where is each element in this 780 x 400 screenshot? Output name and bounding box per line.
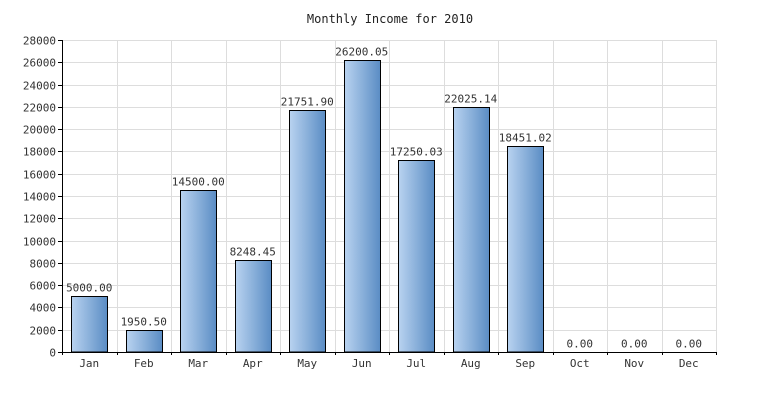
data-label: 0.00 — [567, 338, 594, 351]
data-label: 14500.00 — [172, 176, 225, 189]
x-tick-label: Jun — [352, 357, 372, 370]
bar-aug — [453, 107, 490, 353]
data-label: 21751.90 — [281, 96, 334, 109]
y-tick-label: 10000 — [23, 236, 56, 249]
y-tick-label: 4000 — [30, 302, 57, 315]
chart-title: Monthly Income for 2010 — [306, 12, 474, 26]
y-tick-label: 0 — [49, 347, 56, 360]
x-tick-label: Nov — [624, 357, 644, 370]
data-label: 22025.14 — [444, 93, 497, 106]
y-tick-label: 24000 — [23, 80, 56, 93]
x-tick-label: Sep — [515, 357, 535, 370]
y-tick-label: 12000 — [23, 213, 56, 226]
x-tick-label: Jan — [79, 357, 99, 370]
y-tick-label: 26000 — [23, 57, 56, 70]
y-tick-label: 8000 — [30, 258, 57, 271]
grid — [62, 40, 717, 352]
bar-jan — [71, 296, 108, 353]
bar-jun — [344, 60, 381, 353]
y-tick-label: 22000 — [23, 102, 56, 115]
bar-jul — [398, 160, 435, 353]
y-tick-label: 6000 — [30, 280, 57, 293]
x-tick-label: Dec — [679, 357, 699, 370]
data-label: 0.00 — [676, 338, 703, 351]
data-label: 1950.50 — [121, 316, 167, 329]
bar-apr — [235, 260, 272, 353]
labels: 0 2000 4000 6000 8000 10000 12000 14000 16000 180… — [23, 35, 702, 371]
bar-mar — [180, 190, 217, 353]
bar-sep — [507, 146, 544, 353]
y-tick-label: 20000 — [23, 124, 56, 137]
x-tick-label: Mar — [188, 357, 208, 370]
x-tick-label: Oct — [570, 357, 590, 370]
data-label: 17250.03 — [390, 146, 443, 159]
data-label: 26200.05 — [335, 46, 388, 59]
x-tick-label: Aug — [461, 357, 481, 370]
x-tick-label: Feb — [134, 357, 154, 370]
bar-feb — [126, 330, 163, 353]
bars — [71, 60, 544, 353]
x-tick-label: Jul — [406, 357, 426, 370]
x-tick-label: Apr — [243, 357, 263, 370]
y-tick-label: 14000 — [23, 191, 56, 204]
bar-may — [289, 110, 326, 353]
y-tick-label: 16000 — [23, 169, 56, 182]
axes — [58, 40, 717, 355]
data-label: 0.00 — [621, 338, 648, 351]
y-tick-label: 28000 — [23, 35, 56, 48]
data-label: 5000.00 — [66, 282, 112, 295]
data-label: 18451.02 — [499, 132, 552, 145]
y-tick-label: 18000 — [23, 146, 56, 159]
data-label: 8248.45 — [230, 246, 276, 259]
y-tick-label: 2000 — [30, 325, 57, 338]
x-tick-label: May — [297, 357, 317, 370]
